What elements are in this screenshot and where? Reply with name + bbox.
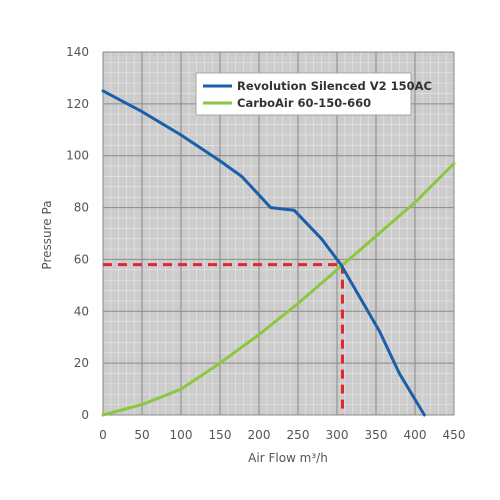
x-tick-label: 300	[326, 428, 349, 442]
legend-box	[195, 72, 412, 116]
y-tick-label: 20	[74, 356, 89, 370]
y-tick-label: 100	[66, 149, 89, 163]
x-tick-label: 450	[443, 428, 466, 442]
x-axis-title: Air Flow m³/h	[248, 451, 328, 465]
x-tick-label: 250	[287, 428, 310, 442]
y-tick-label: 60	[74, 252, 89, 266]
x-tick-label: 50	[134, 428, 149, 442]
y-tick-label: 120	[66, 97, 89, 111]
major-grid	[102, 51, 455, 416]
x-tick-label: 200	[248, 428, 271, 442]
x-tick-label: 100	[170, 428, 193, 442]
y-tick-labels: 0 20 40 60 80 100 120 140	[66, 45, 89, 422]
series-lines	[101, 89, 456, 417]
y-tick-label: 0	[81, 408, 89, 422]
legend-label-0: Revolution Silenced V2 150AC	[237, 79, 432, 93]
legend-label-1: CarboAir 60-150-660	[237, 96, 371, 110]
y-axis-title: Pressure Pa	[40, 200, 54, 269]
intersection-guides	[103, 263, 344, 415]
legend: Revolution Silenced V2 150AC CarboAir 60-…	[195, 72, 432, 116]
y-tick-label: 40	[74, 304, 89, 318]
x-tick-label: 150	[209, 428, 232, 442]
x-tick-labels: 0 50 100 150 200 250 300 350 400 450	[99, 428, 465, 442]
x-tick-label: 400	[404, 428, 427, 442]
y-tick-label: 80	[74, 201, 89, 215]
series-line-1	[101, 162, 456, 417]
series-line-0	[101, 89, 426, 417]
x-tick-label: 350	[365, 428, 388, 442]
y-tick-label: 140	[66, 45, 89, 59]
x-tick-label: 0	[99, 428, 107, 442]
